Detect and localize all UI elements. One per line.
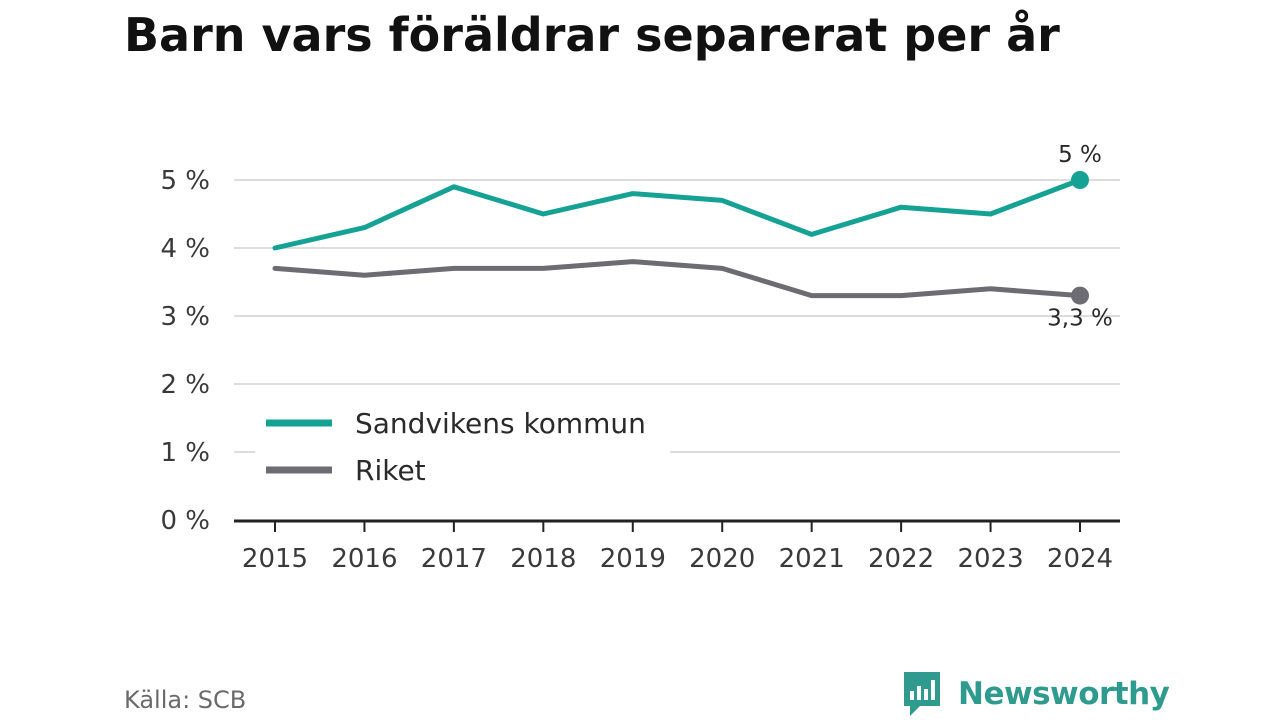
x-tick-label: 2018 [510, 544, 576, 574]
y-tick-label: 2 % [160, 370, 210, 400]
legend-background [255, 400, 670, 492]
y-tick-label: 4 % [160, 234, 210, 264]
y-tick-label: 0 % [160, 506, 210, 536]
y-tick-label: 5 % [160, 166, 210, 196]
x-tick-label: 2017 [421, 544, 487, 574]
newsworthy-logo-icon [904, 672, 940, 716]
legend-label: Riket [355, 454, 426, 487]
chart-title: Barn vars föräldrar separerat per år [124, 8, 1060, 62]
x-tick-label: 2023 [957, 544, 1023, 574]
brand-name: Newsworthy [958, 676, 1170, 712]
series-line [272, 259, 1083, 299]
x-tick-label: 2021 [779, 544, 845, 574]
series-line [272, 177, 1083, 251]
source-note: Källa: SCB [124, 686, 247, 714]
end-value-label: 3,3 % [1047, 306, 1113, 332]
x-tick-label: 2015 [242, 544, 308, 574]
y-tick-label: 3 % [160, 302, 210, 332]
x-tick-label: 2016 [331, 544, 397, 574]
x-tick-label: 2019 [600, 544, 666, 574]
legend-label: Sandvikens kommun [355, 407, 646, 440]
x-tick-label: 2024 [1047, 544, 1113, 574]
end-point-marker [1071, 286, 1089, 305]
x-tick-label: 2020 [689, 544, 755, 574]
x-tick-label: 2022 [868, 544, 934, 574]
end-point-marker [1071, 171, 1089, 189]
end-value-label: 5 % [1058, 142, 1102, 168]
brand: Newsworthy [902, 670, 1170, 718]
y-tick-label: 1 % [160, 438, 210, 468]
